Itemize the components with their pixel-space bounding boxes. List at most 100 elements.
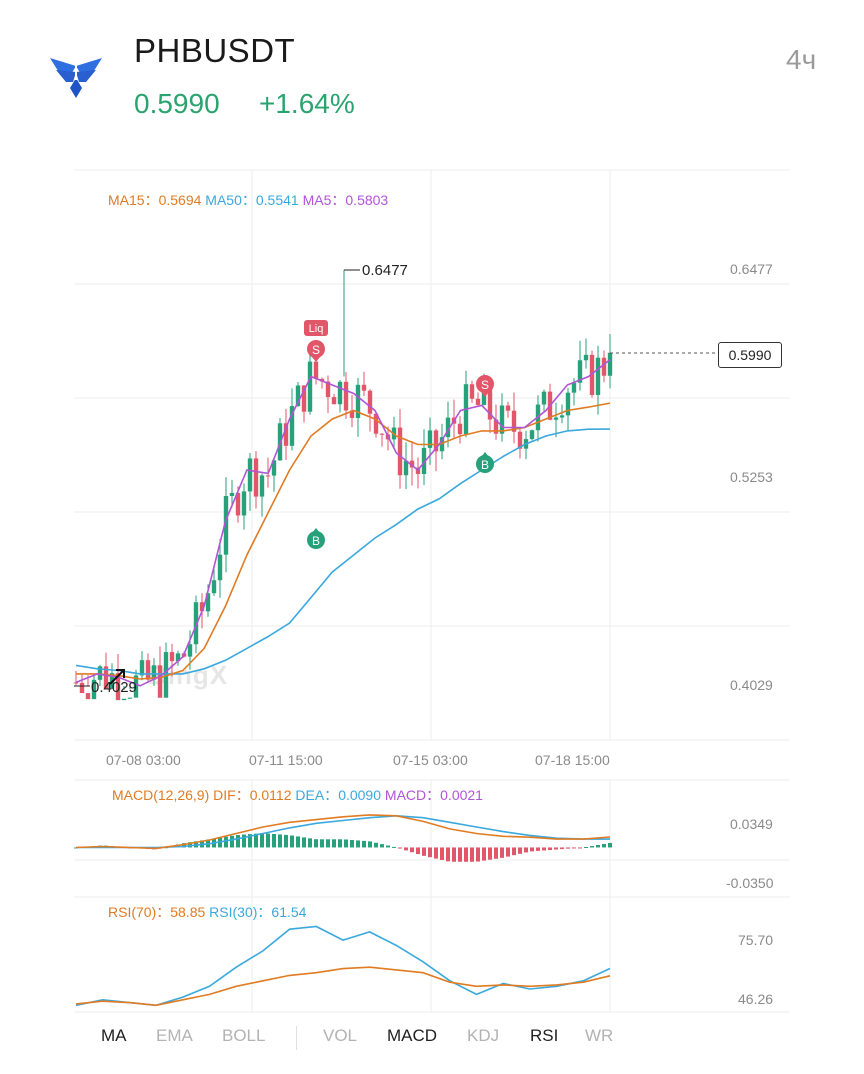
candle-body (253, 458, 259, 497)
macd-bar (512, 847, 516, 856)
tab-ma[interactable]: MA (101, 1026, 127, 1045)
x-label-4: 07-18 15:00 (535, 752, 610, 768)
macd-bar (344, 839, 348, 848)
candle-body (397, 427, 403, 476)
macd-bar (584, 846, 588, 848)
sell-label: S (481, 378, 489, 392)
macd-bar (518, 847, 522, 854)
y-label-mid: 0.5253 (730, 469, 773, 485)
candle-body (217, 554, 223, 581)
candle-body (121, 698, 127, 701)
sell-marker-2[interactable]: S (476, 375, 494, 397)
indicator-tabs: MA EMA BOLL VOL MACD KDJ RSI WR (74, 1018, 790, 1058)
candle-body (139, 660, 145, 676)
candle-body (265, 475, 271, 477)
macd-bar (362, 840, 366, 848)
macd-bar (278, 834, 282, 848)
candle-body (571, 382, 577, 393)
macd-bar (326, 839, 330, 848)
macd-bar (404, 847, 408, 851)
main-grid (74, 169, 790, 1013)
tab-ema[interactable]: EMA (156, 1026, 193, 1045)
sell-marker-1[interactable]: S (307, 340, 325, 362)
macd-bar (536, 847, 540, 851)
tab-vol[interactable]: VOL (323, 1026, 358, 1045)
candle-body (313, 361, 319, 379)
macd-bar (476, 847, 480, 862)
macd-bar (332, 839, 336, 848)
tab-boll[interactable]: BOLL (222, 1026, 266, 1045)
candle-body (151, 665, 157, 680)
buy-marker-1[interactable]: B (307, 528, 325, 549)
liq-marker[interactable]: Liq (304, 320, 328, 336)
macd-bar (500, 847, 504, 858)
candle-body (145, 660, 151, 680)
candle-body (337, 381, 343, 405)
macd-bar (338, 839, 342, 848)
macd-bar (410, 847, 414, 853)
price-change-percent: +1.64% (259, 88, 355, 119)
macd-bar (422, 847, 426, 856)
ma15-label: MA15： (108, 192, 159, 208)
macd-bar (272, 833, 276, 848)
candle-body (499, 405, 505, 434)
macd-bar (398, 847, 402, 849)
ma-legend: MA15：0.5694 MA50：0.5541 MA5：0.5803 (108, 190, 388, 210)
rsi30-line (75, 925, 611, 1007)
dea-label: DEA： (295, 787, 339, 803)
candle-body (241, 491, 247, 516)
candle-body (559, 415, 565, 418)
low-annotation: 0.4029 (91, 679, 137, 696)
macd-bar (452, 847, 456, 862)
candle-body (427, 430, 433, 448)
candle-body (325, 381, 331, 398)
candle-body (607, 352, 613, 376)
candle-body (457, 423, 463, 435)
buy-label: B (312, 534, 320, 548)
signal-arrow-icon (109, 669, 125, 685)
macd-bar (356, 840, 360, 848)
candle-body (373, 413, 379, 434)
ma15-line (76, 402, 611, 680)
high-annotation: 0.6477 (362, 262, 408, 279)
rsi-legend: RSI(70)：58.85 RSI(30)：61.54 (108, 902, 306, 922)
macd-bar (380, 844, 384, 848)
macd-bar (284, 834, 288, 848)
candle-body (343, 381, 349, 411)
buy-marker-2[interactable]: B (476, 452, 494, 473)
candle-body (283, 423, 289, 446)
macd-bar (578, 847, 582, 849)
candle-body (541, 391, 547, 405)
ma5-label: MA5： (302, 192, 346, 208)
candle-body (301, 385, 307, 412)
tab-rsi[interactable]: RSI (530, 1026, 559, 1045)
candle-body (115, 673, 121, 701)
candle-body (169, 652, 175, 662)
tab-kdj[interactable]: KDJ (467, 1026, 500, 1045)
macd-bar (590, 845, 594, 848)
candle-body (553, 417, 559, 420)
macd-legend: MACD(12,26,9) DIF：0.0112 DEA：0.0090 MACD… (112, 785, 483, 805)
candle-body (409, 460, 415, 468)
sell-label: S (312, 343, 320, 357)
candle-body (505, 405, 511, 411)
ma5-value: 0.5803 (345, 192, 389, 208)
candle-body (511, 410, 517, 432)
interval-selector[interactable]: 4ч (786, 44, 817, 75)
macd-bar (188, 842, 192, 848)
candle-body (487, 384, 493, 420)
macd-bar (464, 847, 468, 862)
candle-body (355, 384, 361, 418)
macd-dif-line (75, 814, 611, 850)
tab-wr[interactable]: WR (585, 1026, 614, 1045)
candle-body (289, 406, 295, 446)
macd-bar (530, 847, 534, 852)
ma50-line (75, 428, 611, 675)
tab-macd[interactable]: MACD (387, 1026, 438, 1045)
candle-body (163, 652, 169, 698)
macd-bar (434, 847, 438, 859)
tab-divider (296, 1026, 297, 1050)
macd-bar (446, 847, 450, 862)
macd-bar (350, 839, 354, 848)
